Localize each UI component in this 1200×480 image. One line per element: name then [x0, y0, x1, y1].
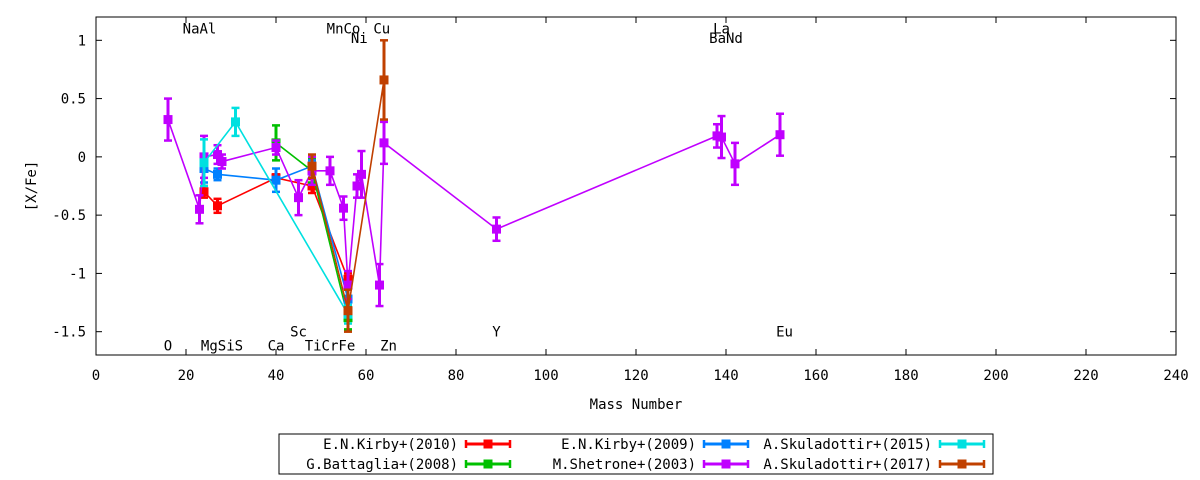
legend-swatch-marker: [483, 439, 493, 449]
y-tick-label: -1: [69, 266, 86, 282]
y-tick-label: 0.5: [61, 92, 86, 108]
data-point: [775, 130, 785, 140]
y-tick-label: 1: [78, 33, 86, 49]
y-axis-label: [X/Fe]: [24, 161, 40, 212]
data-point: [231, 117, 240, 127]
series-a-skuladottir-2017: [307, 39, 389, 333]
x-tick-label: 60: [358, 368, 375, 384]
element-label: Ni: [351, 31, 368, 47]
series-m-shetrone-2003: [163, 97, 785, 308]
x-tick-label: 200: [983, 368, 1008, 384]
y-tick-label: -0.5: [52, 208, 86, 224]
data-point: [271, 175, 281, 185]
data-point: [379, 138, 389, 148]
element-label: MnCo: [327, 22, 361, 38]
data-point: [717, 132, 726, 142]
data-point: [199, 158, 209, 168]
data-point: [271, 143, 281, 153]
series-layer: [163, 39, 785, 333]
legend-entry-label: E.N.Kirby+(2010): [323, 437, 458, 453]
data-point: [357, 169, 366, 179]
legend-swatch-marker: [483, 459, 493, 469]
element-label: BaNd: [709, 31, 743, 47]
data-point: [195, 204, 204, 214]
data-point: [325, 166, 335, 176]
legend-entry-label: G.Battaglia+(2008): [306, 457, 458, 473]
element-label: Sc: [290, 325, 307, 341]
data-point: [343, 306, 353, 316]
element-label: Eu: [776, 325, 793, 341]
element-label: La: [713, 22, 730, 38]
data-point: [492, 224, 501, 234]
data-point: [352, 181, 362, 191]
element-label: Cu: [373, 22, 390, 38]
element-label: Y: [492, 325, 501, 341]
x-tick-label: 220: [1073, 368, 1098, 384]
legend-swatch-marker: [957, 459, 967, 469]
legend-entry-label: A.Skuladottir+(2017): [763, 457, 932, 473]
legend-swatch-marker: [721, 439, 731, 449]
x-tick-label: 40: [268, 368, 285, 384]
series-line: [167, 119, 781, 286]
data-point: [213, 169, 222, 179]
element-label: TiCrFe: [305, 339, 356, 355]
legend-entry-label: M.Shetrone+(2003): [553, 457, 696, 473]
element-label: NaAl: [183, 22, 217, 38]
element-label: Zn: [380, 339, 397, 355]
x-tick-label: 100: [533, 368, 558, 384]
x-tick-label: 20: [178, 368, 195, 384]
data-point: [343, 280, 353, 290]
x-tick-label: 240: [1163, 368, 1188, 384]
data-point: [294, 193, 303, 203]
x-tick-label: 120: [623, 368, 648, 384]
axis-layer: 0 20 40 60 80 100 120 140 160 180 200 220 240 -1.5 -1 -…: [52, 17, 1189, 384]
legend-box: [278, 433, 994, 475]
legend-entry-label: A.Skuladottir+(2015): [763, 437, 932, 453]
x-tick-label: 180: [893, 368, 918, 384]
legend-swatch-marker: [957, 439, 967, 449]
x-tick-label: 140: [713, 368, 738, 384]
data-point: [339, 203, 348, 213]
legend-entry-label: E.N.Kirby+(2009): [561, 437, 696, 453]
legend: E.N.Kirby+(2010) G.Battaglia+(2008) E.N.Ki…: [278, 433, 994, 475]
data-point: [730, 159, 740, 169]
legend-swatch-marker: [721, 459, 731, 469]
x-tick-label: 0: [92, 368, 100, 384]
x-axis-label: Mass Number: [590, 397, 683, 413]
y-tick-label: 0: [78, 150, 86, 166]
data-point: [217, 157, 227, 167]
element-label: O: [164, 339, 172, 355]
data-point: [375, 280, 384, 290]
element-label: MgSiS: [201, 339, 243, 355]
element-label: Ca: [268, 339, 285, 355]
data-point: [163, 115, 173, 125]
x-tick-label: 160: [803, 368, 828, 384]
data-point: [307, 161, 317, 171]
data-point: [379, 75, 389, 85]
x-tick-label: 80: [448, 368, 465, 384]
data-point: [213, 201, 222, 211]
data-point: [213, 150, 222, 160]
data-point: [199, 187, 209, 197]
y-tick-label: -1.5: [52, 325, 86, 341]
